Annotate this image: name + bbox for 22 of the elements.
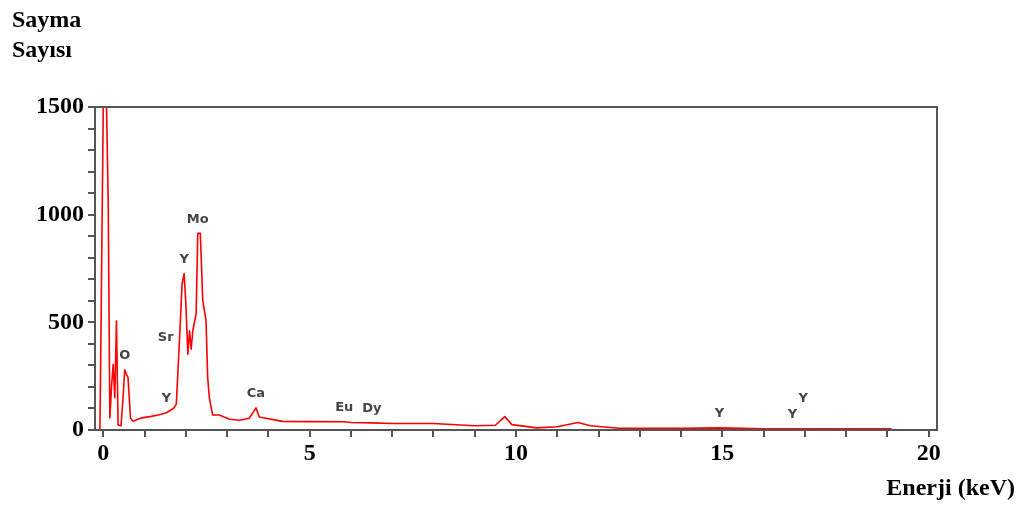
- y-tick-label: 500: [48, 307, 84, 334]
- annotation: Y: [713, 405, 725, 421]
- x-tick-label: 10: [504, 438, 528, 465]
- annotation: Eu: [335, 399, 354, 415]
- annotation: Ca: [246, 385, 266, 401]
- x-tick-label: 20: [916, 438, 941, 465]
- y-tick-label: 0: [72, 415, 84, 442]
- annotation: Y: [786, 406, 798, 422]
- y-tick-label: 1500: [36, 92, 84, 119]
- annotation: Y: [178, 250, 190, 266]
- y-tick-label: 1000: [36, 199, 84, 226]
- x-tick-label: 0: [97, 438, 110, 465]
- annotation: Y: [797, 390, 809, 406]
- annotation: O: [119, 347, 131, 363]
- y-axis-title: Sayma Sayısı: [12, 5, 83, 64]
- annotation: Sr: [157, 328, 175, 344]
- annotation: Y: [160, 390, 172, 406]
- x-tick-label: 5: [303, 438, 316, 465]
- annotation: Mo: [186, 210, 209, 226]
- x-tick-label: 15: [710, 438, 735, 465]
- annotation: Dy: [362, 400, 383, 416]
- x-axis-title: Enerji (keV): [886, 473, 1015, 502]
